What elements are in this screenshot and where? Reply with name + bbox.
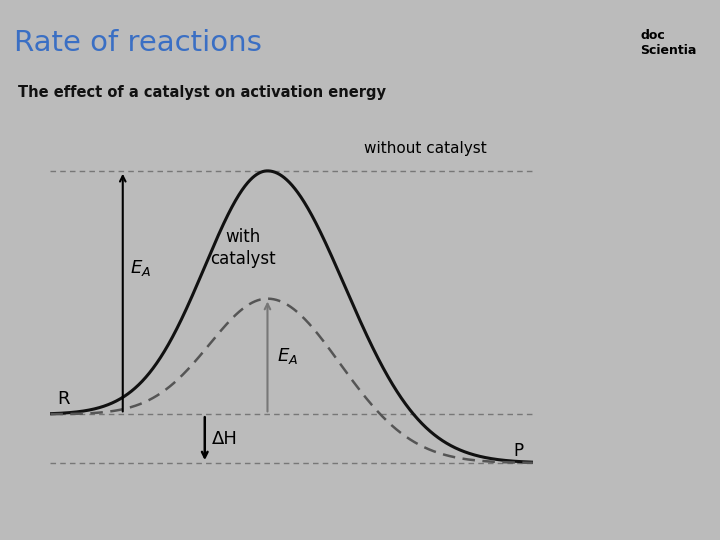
Text: $E_A$: $E_A$ [277, 347, 298, 367]
Text: Rate of reactions: Rate of reactions [14, 29, 261, 57]
Text: doc
Scientia: doc Scientia [641, 29, 697, 57]
Text: P: P [513, 442, 523, 460]
Text: without catalyst: without catalyst [364, 140, 487, 156]
Text: $E_A$: $E_A$ [130, 258, 151, 278]
Text: The effect of a catalyst on activation energy: The effect of a catalyst on activation e… [18, 85, 386, 100]
Text: ΔH: ΔH [212, 430, 238, 448]
Text: R: R [58, 390, 70, 408]
Text: with
catalyst: with catalyst [210, 228, 276, 268]
